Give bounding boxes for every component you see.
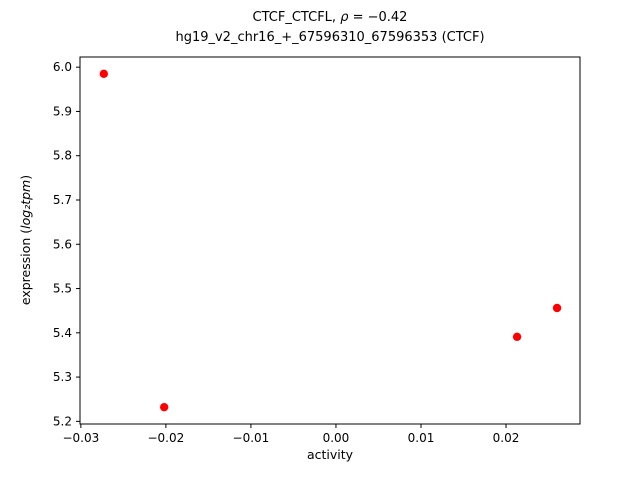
x-tick-label: −0.03 — [62, 431, 99, 445]
x-tick-label: 0.01 — [408, 431, 435, 445]
x-tick-label: 0.00 — [323, 431, 350, 445]
data-point — [159, 402, 169, 412]
data-point — [552, 303, 562, 313]
y-tick-label: 5.5 — [53, 282, 72, 296]
y-tick-label: 5.3 — [53, 370, 72, 384]
y-tick-label: 5.7 — [53, 193, 72, 207]
y-tick-label: 5.8 — [53, 149, 72, 163]
chart-title-value: = −0.42 — [348, 10, 408, 25]
y-tick-label: 6.0 — [53, 60, 72, 74]
x-axis-label: activity — [306, 447, 354, 462]
y-tick-label: 5.6 — [53, 237, 72, 251]
x-tick-label: −0.02 — [147, 431, 184, 445]
axes-frame — [79, 56, 581, 425]
y-tick-label: 5.9 — [53, 104, 72, 118]
data-point — [99, 69, 109, 79]
rho-symbol: ρ — [340, 10, 349, 25]
y-tick-label: 5.4 — [53, 326, 72, 340]
chart-title-prefix: CTCF_CTCFL, — [252, 10, 341, 25]
data-point — [512, 332, 522, 341]
chart-title: CTCF_CTCFL, ρ = −0.42 — [80, 8, 580, 28]
chart-subtitle: hg19_v2_chr16_+_67596310_67596353 (CTCF) — [175, 30, 485, 45]
x-tick-label: −0.01 — [233, 431, 270, 445]
x-tick-label: 0.02 — [493, 431, 520, 445]
y-tick-label: 5.2 — [53, 414, 72, 428]
